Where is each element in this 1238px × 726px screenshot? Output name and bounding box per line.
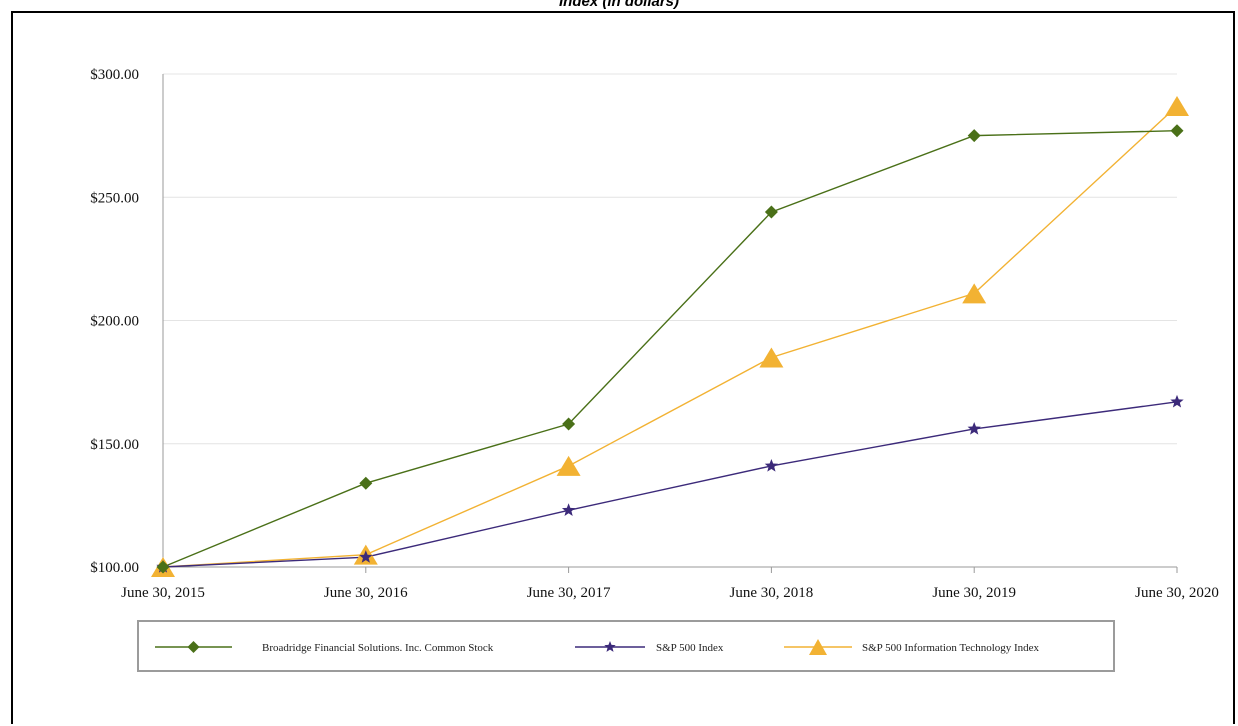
legend-label: Broadridge Financial Solutions. Inc. Com… <box>262 642 494 654</box>
y-tick-label: $150.00 <box>90 437 139 453</box>
y-tick-label: $100.00 <box>90 560 139 576</box>
legend-marker-triangle <box>809 639 827 655</box>
x-tick-label: June 30, 2017 <box>527 585 611 601</box>
data-point-triangle <box>759 347 784 368</box>
data-point-star <box>967 421 981 435</box>
x-tick-label: June 30, 2020 <box>1135 585 1219 601</box>
data-point-star <box>764 458 779 472</box>
legend: Broadridge Financial Solutions. Inc. Com… <box>137 620 1115 672</box>
data-point-star <box>1170 394 1184 408</box>
data-point-star <box>359 550 373 563</box>
chart-title: Index (in dollars) <box>558 0 679 10</box>
data-point-diamond <box>1170 124 1184 138</box>
x-tick-label: June 30, 2019 <box>932 585 1016 601</box>
legend-label: S&P 500 Information Technology Index <box>862 642 1040 654</box>
series-line <box>162 105 1178 568</box>
data-point-triangle <box>556 455 581 476</box>
series-line <box>162 129 1178 568</box>
data-point-triangle <box>1165 96 1189 117</box>
data-point-star <box>561 503 576 516</box>
legend-label: S&P 500 Index <box>656 642 724 654</box>
x-axis-ticks: June 30, 2015 June 30, 2016 June 30, 2017 J… <box>121 567 1219 601</box>
data-point-diamond <box>967 129 981 143</box>
legend-marker-star <box>604 641 616 652</box>
gridlines <box>163 73 1177 445</box>
legend-marker-diamond <box>187 641 200 653</box>
y-axis-ticks: $100.00 $150.00 $200.00 $250.00 $300.00 <box>90 67 139 576</box>
data-point-diamond <box>764 205 778 219</box>
y-tick-label: $300.00 <box>90 67 139 83</box>
data-point-diamond <box>359 476 373 490</box>
series-lines <box>151 96 1189 577</box>
data-point-triangle <box>962 283 987 304</box>
series-line <box>162 401 1178 568</box>
y-tick-label: $200.00 <box>90 314 139 330</box>
x-tick-label: June 30, 2015 <box>121 585 205 601</box>
data-point-diamond <box>156 560 170 574</box>
legend-box <box>137 620 1115 672</box>
y-tick-label: $250.00 <box>90 190 139 206</box>
x-tick-label: June 30, 2018 <box>730 585 814 601</box>
axes <box>162 74 1177 568</box>
x-tick-label: June 30, 2016 <box>324 585 408 601</box>
data-point-diamond <box>562 417 576 431</box>
chart-frame <box>11 11 1235 724</box>
